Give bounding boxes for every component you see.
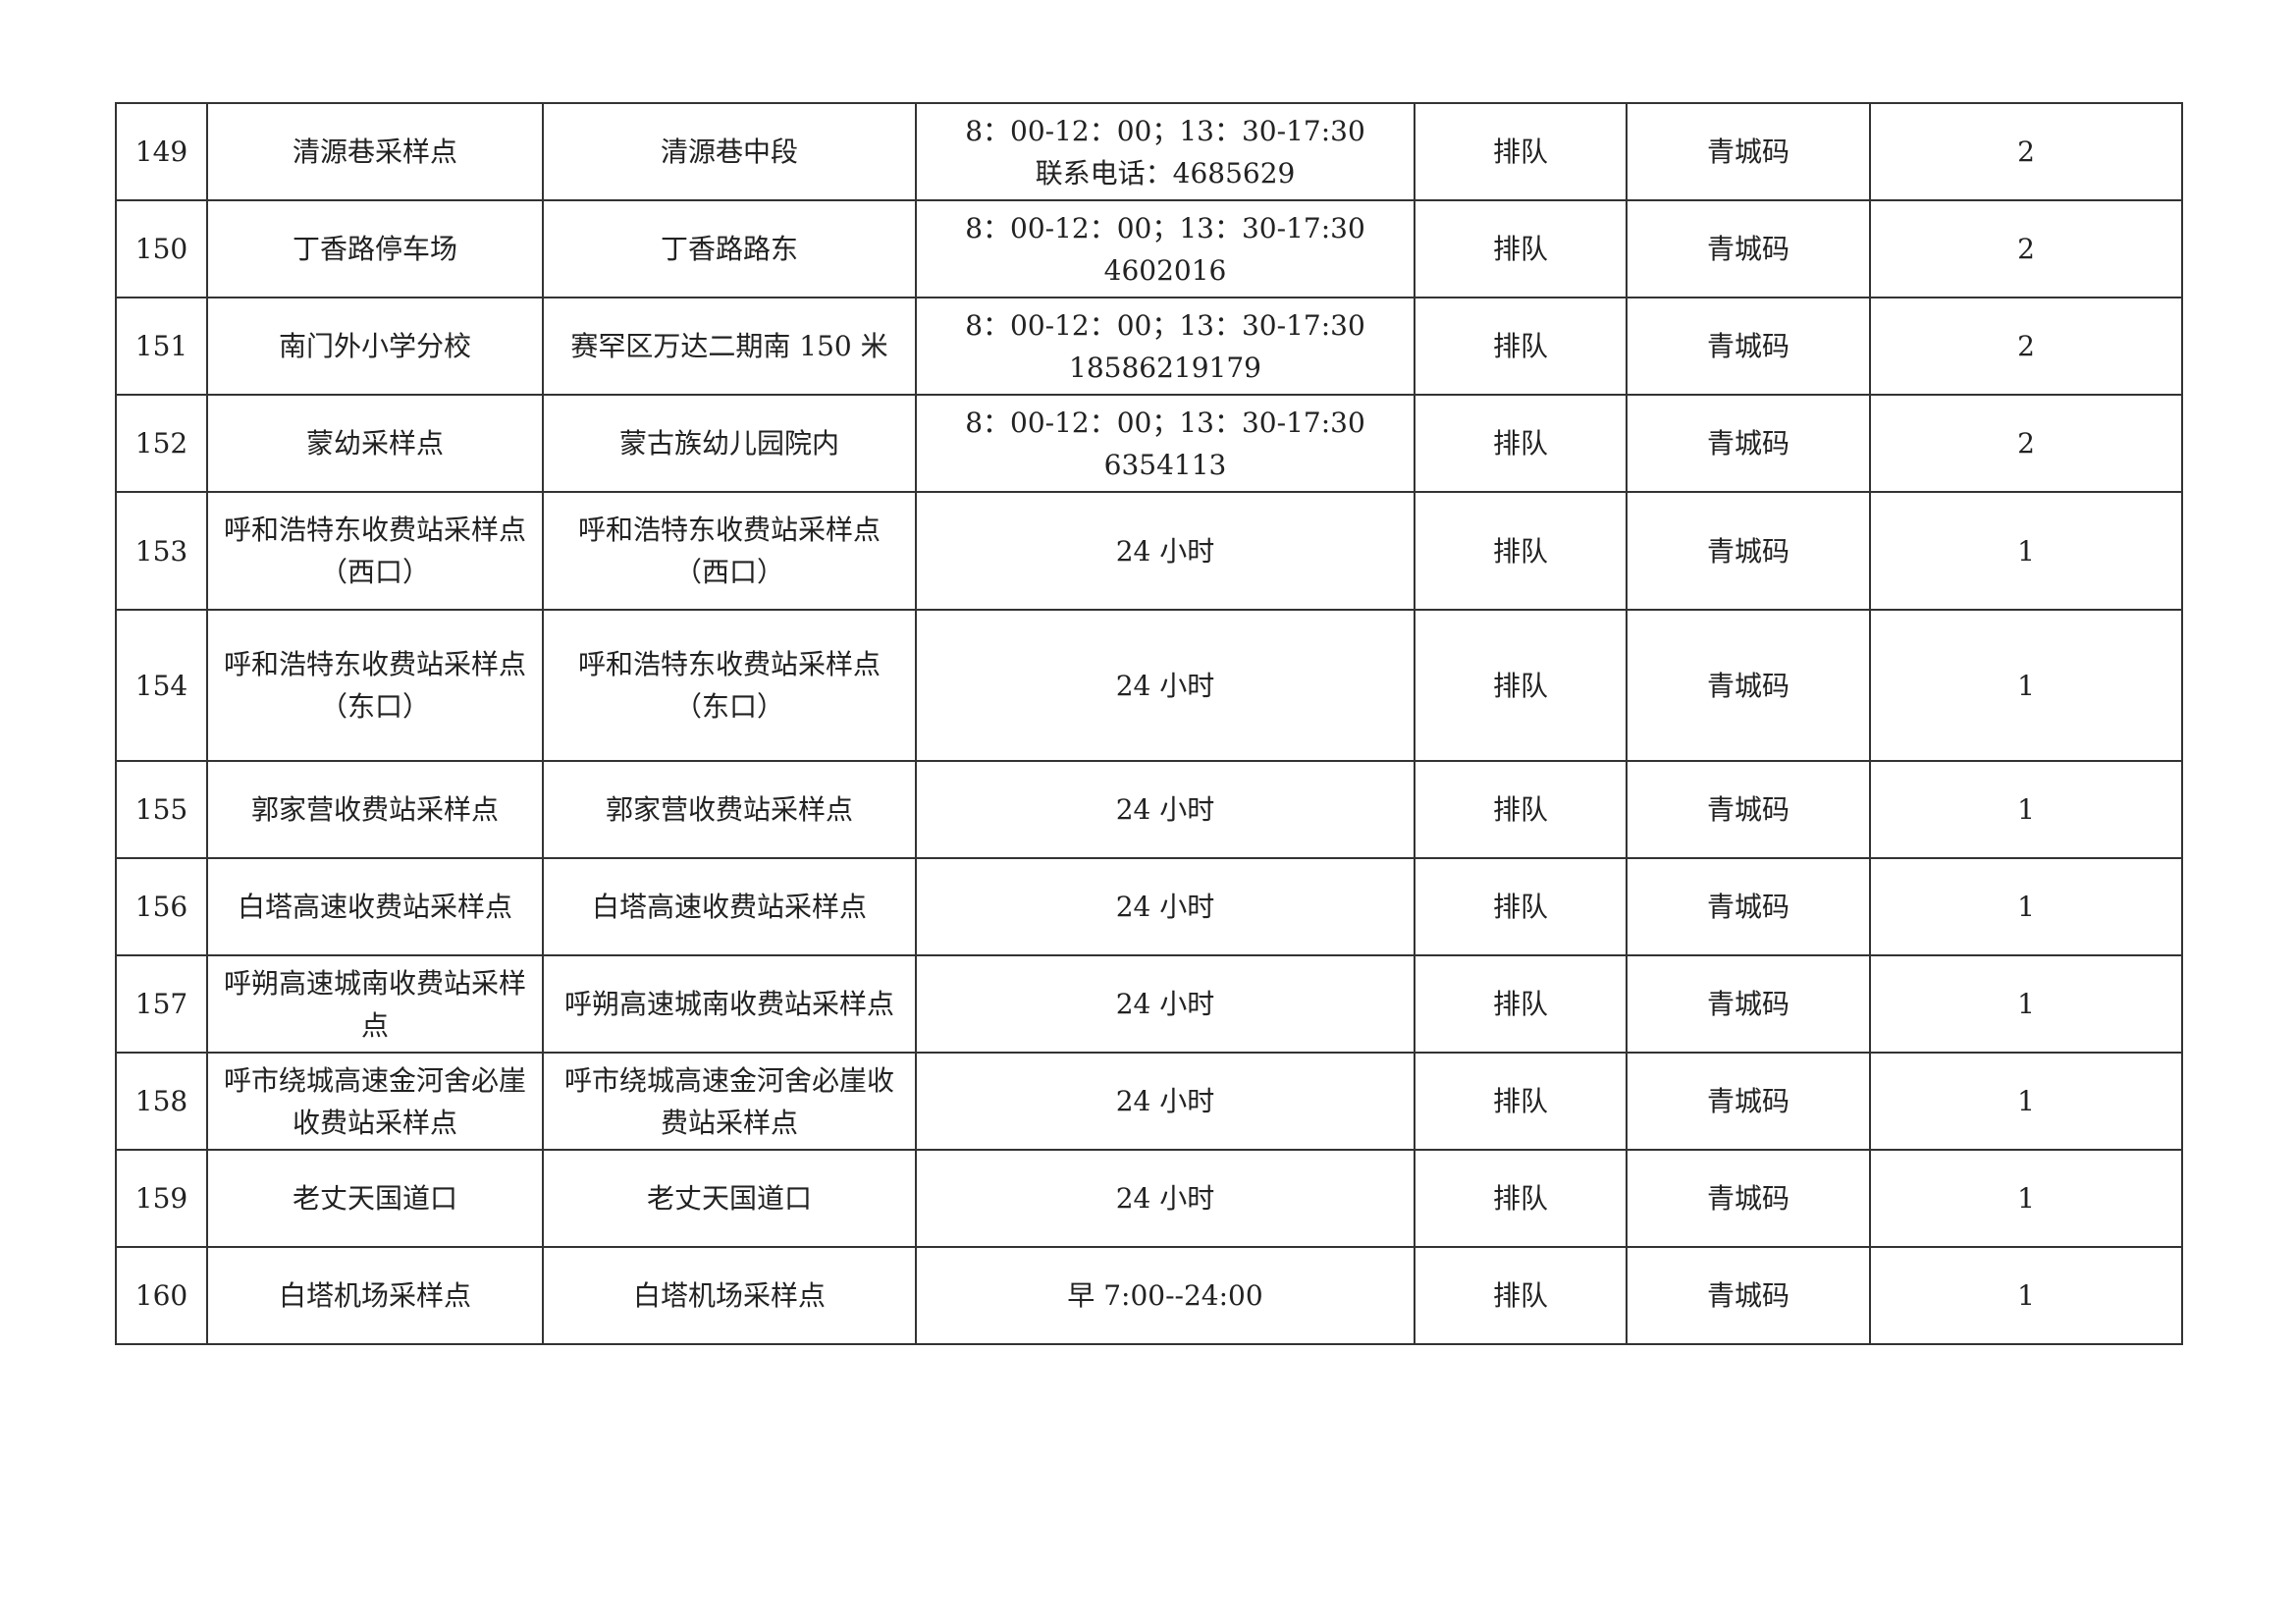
service-mode-cell: 排队 [1414,297,1628,396]
table-row: 151 南门外小学分校 赛罕区万达二期南 150 米 8：00-12：00；13：30… [115,297,2183,396]
table-row: 150 丁香路停车场 丁香路路东 8：00-12：00；13：30-17:30 460… [115,199,2183,298]
table-row: 159 老丈天国道口 老丈天国道口 24 小时 排队 青城码 1 [115,1149,2183,1248]
service-mode-cell: 排队 [1414,1052,1628,1151]
sampling-count-cell: 2 [1869,394,2183,493]
site-address-cell: 呼市绕城高速金河舍必崖收费站采样点 [542,1052,917,1151]
site-name-cell: 呼朔高速城南收费站采样点 [206,954,544,1054]
sampling-count-cell: 1 [1869,1052,2183,1151]
service-hours-cell: 早 7:00--24:00 [915,1246,1415,1345]
sampling-count-cell: 2 [1869,297,2183,396]
service-hours-cell: 8：00-12：00；13：30-17:30 18586219179 [915,297,1415,396]
site-name-cell: 白塔高速收费站采样点 [206,857,544,956]
service-mode-cell: 排队 [1414,1149,1628,1248]
service-mode-cell: 排队 [1414,491,1628,611]
sampling-count-cell: 1 [1869,760,2183,859]
health-code-cell: 青城码 [1626,1052,1871,1151]
service-mode-cell: 排队 [1414,199,1628,298]
row-number-cell: 152 [115,394,208,493]
site-address-cell: 呼朔高速城南收费站采样点 [542,954,917,1054]
site-address-cell: 呼和浩特东收费站采样点（东口） [542,609,917,762]
row-number-cell: 149 [115,102,208,201]
row-number-cell: 150 [115,199,208,298]
sampling-count-cell: 1 [1869,1149,2183,1248]
health-code-cell: 青城码 [1626,102,1871,201]
service-hours-cell: 24 小时 [915,491,1415,611]
row-number-cell: 153 [115,491,208,611]
sampling-count-cell: 1 [1869,1246,2183,1345]
site-name-cell: 呼市绕城高速金河舍必崖收费站采样点 [206,1052,544,1151]
site-name-cell: 白塔机场采样点 [206,1246,544,1345]
site-name-cell: 南门外小学分校 [206,297,544,396]
service-mode-cell: 排队 [1414,760,1628,859]
health-code-cell: 青城码 [1626,760,1871,859]
service-hours-cell: 24 小时 [915,857,1415,956]
row-number-cell: 151 [115,297,208,396]
row-number-cell: 159 [115,1149,208,1248]
table-body: 149 清源巷采样点 清源巷中段 8：00-12：00；13：30-17:30 联系电… [115,102,2183,1345]
health-code-cell: 青城码 [1626,394,1871,493]
table-row: 153 呼和浩特东收费站采样点（西口） 呼和浩特东收费站采样点（西口） 24 小时 排队… [115,491,2183,611]
site-address-cell: 呼和浩特东收费站采样点（西口） [542,491,917,611]
health-code-cell: 青城码 [1626,199,1871,298]
service-mode-cell: 排队 [1414,394,1628,493]
table-row: 149 清源巷采样点 清源巷中段 8：00-12：00；13：30-17:30 联系电… [115,102,2183,201]
health-code-cell: 青城码 [1626,954,1871,1054]
health-code-cell: 青城码 [1626,609,1871,762]
table-row: 158 呼市绕城高速金河舍必崖收费站采样点 呼市绕城高速金河舍必崖收费站采样点 24 … [115,1052,2183,1151]
site-address-cell: 白塔机场采样点 [542,1246,917,1345]
site-name-cell: 呼和浩特东收费站采样点（西口） [206,491,544,611]
table-row: 154 呼和浩特东收费站采样点（东口） 呼和浩特东收费站采样点（东口） 24 小时 排队… [115,609,2183,762]
service-mode-cell: 排队 [1414,102,1628,201]
service-hours-cell: 24 小时 [915,954,1415,1054]
sampling-count-cell: 2 [1869,102,2183,201]
site-address-cell: 郭家营收费站采样点 [542,760,917,859]
sampling-count-cell: 1 [1869,857,2183,956]
sampling-count-cell: 1 [1869,609,2183,762]
sampling-count-cell: 2 [1869,199,2183,298]
table-row: 156 白塔高速收费站采样点 白塔高速收费站采样点 24 小时 排队 青城码 1 [115,857,2183,956]
sampling-count-cell: 1 [1869,954,2183,1054]
health-code-cell: 青城码 [1626,297,1871,396]
row-number-cell: 157 [115,954,208,1054]
site-name-cell: 郭家营收费站采样点 [206,760,544,859]
service-hours-cell: 24 小时 [915,1149,1415,1248]
table-row: 157 呼朔高速城南收费站采样点 呼朔高速城南收费站采样点 24 小时 排队 青城码 1 [115,954,2183,1054]
service-mode-cell: 排队 [1414,954,1628,1054]
site-name-cell: 蒙幼采样点 [206,394,544,493]
service-hours-cell: 8：00-12：00；13：30-17:30 6354113 [915,394,1415,493]
health-code-cell: 青城码 [1626,1246,1871,1345]
site-address-cell: 白塔高速收费站采样点 [542,857,917,956]
row-number-cell: 155 [115,760,208,859]
row-number-cell: 158 [115,1052,208,1151]
service-hours-cell: 24 小时 [915,1052,1415,1151]
row-number-cell: 160 [115,1246,208,1345]
table-row: 160 白塔机场采样点 白塔机场采样点早 7:00--24:00 排队 青城码 1 [115,1246,2183,1345]
service-hours-cell: 24 小时 [915,760,1415,859]
sampling-count-cell: 1 [1869,491,2183,611]
health-code-cell: 青城码 [1626,491,1871,611]
service-mode-cell: 排队 [1414,857,1628,956]
service-mode-cell: 排队 [1414,1246,1628,1345]
site-name-cell: 呼和浩特东收费站采样点（东口） [206,609,544,762]
service-hours-cell: 24 小时 [915,609,1415,762]
site-address-cell: 赛罕区万达二期南 150 米 [542,297,917,396]
service-hours-cell: 8：00-12：00；13：30-17:30 4602016 [915,199,1415,298]
row-number-cell: 154 [115,609,208,762]
site-address-cell: 蒙古族幼儿园院内 [542,394,917,493]
site-address-cell: 老丈天国道口 [542,1149,917,1248]
site-name-cell: 丁香路停车场 [206,199,544,298]
table-row: 155 郭家营收费站采样点 郭家营收费站采样点 24 小时 排队 青城码 1 [115,760,2183,859]
table-row: 152 蒙幼采样点 蒙古族幼儿园院内 8：00-12：00；13：30-17:30 6… [115,394,2183,493]
service-hours-cell: 8：00-12：00；13：30-17:30 联系电话：4685629 [915,102,1415,201]
site-address-cell: 丁香路路东 [542,199,917,298]
site-name-cell: 老丈天国道口 [206,1149,544,1248]
service-mode-cell: 排队 [1414,609,1628,762]
health-code-cell: 青城码 [1626,857,1871,956]
sampling-sites-table: 149 清源巷采样点 清源巷中段 8：00-12：00；13：30-17:30 联系电… [115,102,2183,1345]
site-name-cell: 清源巷采样点 [206,102,544,201]
site-address-cell: 清源巷中段 [542,102,917,201]
health-code-cell: 青城码 [1626,1149,1871,1248]
row-number-cell: 156 [115,857,208,956]
